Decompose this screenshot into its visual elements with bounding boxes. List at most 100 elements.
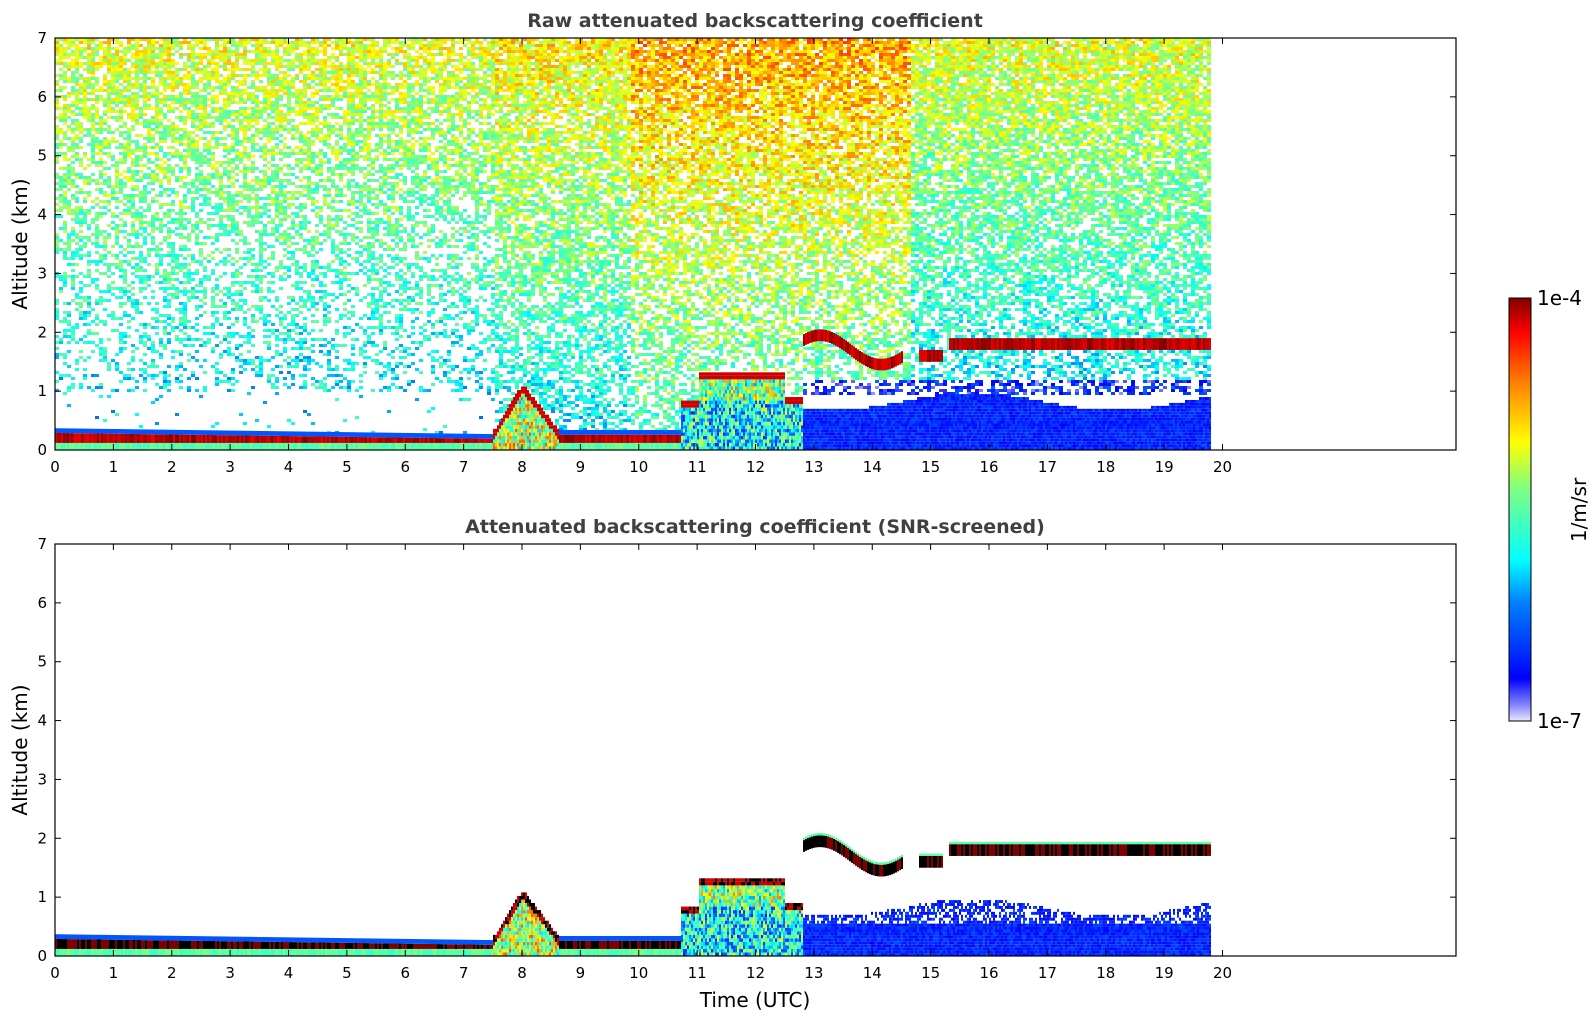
heatmap-cell (95, 95, 99, 98)
heatmap-cell (375, 80, 379, 83)
heatmap-cell (55, 74, 59, 77)
heatmap-cell (355, 155, 359, 158)
heatmap-cell (315, 362, 319, 365)
heatmap-cell (171, 47, 175, 50)
heatmap-cell (235, 260, 239, 263)
heatmap-cell (259, 59, 263, 62)
heatmap-cell (87, 56, 91, 59)
heatmap-cell (135, 68, 139, 71)
heatmap-cell (367, 191, 371, 194)
heatmap-cell (311, 329, 315, 332)
heatmap-cell (259, 56, 263, 59)
heatmap-cell (267, 272, 271, 275)
heatmap-cell (95, 374, 99, 377)
heatmap-cell (183, 266, 187, 269)
heatmap-cell (339, 131, 343, 134)
heatmap-cell (263, 260, 267, 263)
heatmap-cell (363, 167, 367, 170)
heatmap-cell (63, 77, 67, 80)
heatmap-cell (375, 317, 379, 320)
heatmap-cell (299, 206, 303, 209)
heatmap-cell (183, 314, 187, 317)
heatmap-cell (323, 239, 327, 242)
heatmap-cell (227, 158, 231, 161)
heatmap-cell (79, 53, 83, 56)
heatmap-cell (151, 308, 155, 311)
heatmap-cell (175, 257, 179, 260)
heatmap-cell (215, 368, 219, 371)
heatmap-cell (175, 101, 179, 104)
heatmap-cell (311, 203, 315, 206)
heatmap-cell (239, 158, 243, 161)
heatmap-cell (95, 179, 99, 182)
heatmap-cell (255, 365, 259, 368)
heatmap-cell (283, 116, 287, 119)
heatmap-cell (247, 41, 251, 44)
heatmap-cell (259, 311, 263, 314)
heatmap-cell (171, 134, 175, 137)
heatmap-cell (111, 110, 115, 113)
heatmap-cell (187, 218, 191, 221)
heatmap-cell (367, 65, 371, 68)
heatmap-cell (319, 242, 323, 245)
heatmap-cell (111, 80, 115, 83)
heatmap-cell (315, 338, 319, 341)
heatmap-cell (343, 368, 347, 371)
heatmap-cell (259, 365, 263, 368)
heatmap-cell (107, 65, 111, 68)
heatmap-cell (95, 302, 99, 305)
heatmap-cell (335, 281, 339, 284)
heatmap-cell (283, 113, 287, 116)
heatmap-cell (211, 212, 215, 215)
heatmap-cell (343, 68, 347, 71)
heatmap-cell (351, 80, 355, 83)
heatmap-cell (299, 68, 303, 71)
heatmap-cell (367, 179, 371, 182)
heatmap-cell (99, 260, 103, 263)
heatmap-cell (203, 326, 207, 329)
heatmap-cell (299, 221, 303, 224)
heatmap-cell (183, 86, 187, 89)
heatmap-cell (259, 362, 263, 365)
heatmap-cell (187, 377, 191, 380)
heatmap-cell (243, 44, 247, 47)
heatmap-cell (179, 245, 183, 248)
heatmap-cell (123, 269, 127, 272)
heatmap-cell (267, 131, 271, 134)
heatmap-cell (75, 236, 79, 239)
heatmap-cell (195, 98, 199, 101)
heatmap-cell (83, 95, 87, 98)
heatmap-cell (171, 41, 175, 44)
heatmap-cell (323, 41, 327, 44)
heatmap-cell (143, 332, 147, 335)
heatmap-cell (251, 320, 255, 323)
heatmap-cell (167, 158, 171, 161)
heatmap-cell (63, 248, 67, 251)
heatmap-cell (131, 65, 135, 68)
heatmap-cell (107, 53, 111, 56)
heatmap-cell (363, 68, 367, 71)
heatmap-cell (327, 125, 331, 128)
heatmap-cell (263, 320, 267, 323)
heatmap-cell (83, 107, 87, 110)
heatmap-cell (367, 44, 371, 47)
heatmap-cell (239, 212, 243, 215)
heatmap-cell (287, 296, 291, 299)
heatmap-cell (359, 188, 363, 191)
heatmap-cell (287, 329, 291, 332)
heatmap-cell (95, 110, 99, 113)
heatmap-cell (75, 263, 79, 266)
heatmap-cell (307, 98, 311, 101)
heatmap-cell (255, 371, 259, 374)
heatmap-cell (103, 101, 107, 104)
heatmap-cell (315, 224, 319, 227)
heatmap-cell (355, 167, 359, 170)
heatmap-cell (63, 182, 67, 185)
heatmap-cell (87, 284, 91, 287)
heatmap-cell (327, 320, 331, 323)
heatmap-cell (91, 173, 95, 176)
heatmap-cell (131, 173, 135, 176)
heatmap-cell (351, 104, 355, 107)
heatmap-cell (175, 116, 179, 119)
heatmap-cell (191, 104, 195, 107)
